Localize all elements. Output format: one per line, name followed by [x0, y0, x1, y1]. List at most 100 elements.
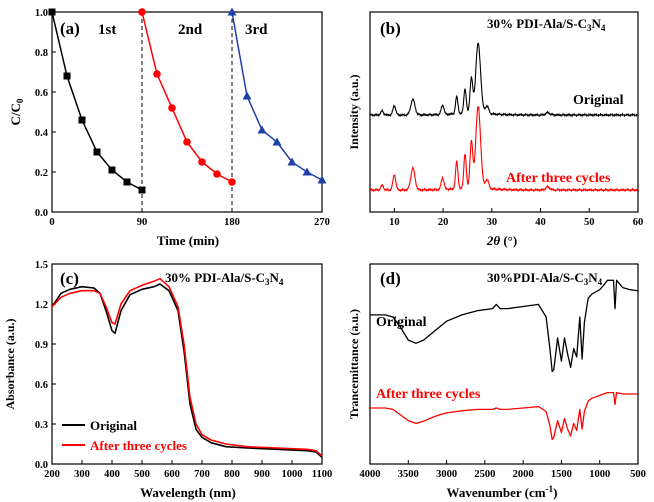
chart-title-d-n: N: [588, 270, 598, 285]
uv-vis-spectrum-0: [51, 283, 323, 458]
data-point: [123, 178, 131, 186]
x-tick-label: 3000: [436, 469, 457, 480]
x-axis-label-b-unit: (°): [500, 233, 517, 248]
y-tick-label: 1.0: [35, 8, 48, 19]
x-tick-label: 4000: [360, 469, 381, 480]
panel-label-c: (c): [60, 269, 79, 288]
y-axis-label-a-main: C/C: [8, 103, 23, 125]
y-tick-label: 0.2: [35, 168, 48, 179]
y-axis-label-c: Absorbance (a.u.): [3, 318, 17, 409]
x-tick-label: 60: [633, 217, 644, 228]
x-axis-label-d-main: Wavenumber (cm: [447, 485, 546, 500]
x-tick-label: 40: [535, 217, 546, 228]
chart-title-c-n: N: [270, 270, 280, 285]
x-tick-label: 900: [254, 469, 270, 480]
plot-frame-d: [369, 263, 639, 465]
chart-title-c: 30% PDI-Ala/S-C3N4: [165, 270, 284, 287]
series-name-2nd: 2nd: [178, 22, 203, 38]
plot-area-b: [369, 42, 639, 193]
chart-title-b-main: 30% PDI-Ala/S-C: [487, 16, 587, 31]
x-tick-label: 500: [134, 469, 150, 480]
xrd-pattern-0: [369, 42, 638, 118]
plot-area-c: [51, 277, 323, 458]
y-tick-label: 0.8: [35, 48, 48, 59]
data-point: [153, 70, 161, 78]
x-tick-label: 1000: [282, 469, 303, 480]
x-tick-label: 20: [438, 217, 449, 228]
ticks-b: 10 20 30 40 50 60: [389, 208, 643, 228]
legend-original-c: Original: [90, 418, 137, 433]
x-tick-label: 400: [104, 469, 120, 480]
x-axis-label-d-end: ): [553, 485, 557, 500]
data-point: [63, 72, 71, 80]
chart-title-d-sub1: 3: [584, 277, 589, 287]
panel-d: (d) 30%PDI-Ala/S-C3N4 Original After thr…: [347, 263, 646, 500]
x-tick-label: 500: [630, 469, 646, 480]
x-tick-label: 2500: [474, 469, 495, 480]
x-tick-label: 10: [389, 217, 400, 228]
y-tick-label: 1.5: [35, 260, 48, 271]
x-tick-label: 180: [224, 217, 240, 228]
data-point: [287, 157, 297, 166]
ticks-d: 4000 3500 3000 2500 2000 1500 1000 500: [360, 460, 646, 480]
x-tick-label: 50: [584, 217, 595, 228]
x-tick-label: 1500: [551, 469, 572, 480]
chart-title-b-sub2: 4: [601, 23, 606, 33]
x-tick-label: 3500: [398, 469, 419, 480]
chart-title-d: 30%PDI-Ala/S-C3N4: [487, 270, 603, 287]
legend-after-c: After three cycles: [90, 438, 187, 453]
y-tick-label: 1.2: [35, 300, 48, 311]
plot-frame-a: [51, 11, 323, 213]
y-tick-label: 0.0: [35, 460, 48, 471]
data-point: [198, 158, 206, 166]
data-point: [317, 175, 327, 184]
y-tick-label: 0.3: [35, 420, 48, 431]
y-axis-label-b: Intensity (a.u.): [347, 74, 361, 149]
x-tick-label: 2000: [513, 469, 534, 480]
chart-title-b-n: N: [592, 16, 602, 31]
panel-b: (b) 30% PDI-Ala/S-C3N4 Original After th…: [347, 11, 643, 248]
x-axis-label-b: 2θ (°): [486, 233, 517, 248]
data-point: [168, 104, 176, 112]
chart-title-b: 30% PDI-Ala/S-C3N4: [487, 16, 606, 33]
chart-title-d-main: 30%PDI-Ala/S-C: [487, 270, 584, 285]
x-tick-label: 800: [224, 469, 240, 480]
data-point: [242, 91, 252, 100]
panel-c: (c) 30% PDI-Ala/S-C3N4 Original After th…: [3, 260, 332, 500]
data-point: [138, 186, 146, 194]
chart-title-c-sub1: 3: [265, 277, 270, 287]
uv-vis-spectrum-1: [51, 277, 323, 457]
series-name-3rd: 3rd: [245, 22, 268, 38]
x-tick-label: 30: [487, 217, 498, 228]
y-axis-label-a: C/C0: [8, 98, 25, 125]
plot-frame-c: [51, 263, 323, 465]
ftir-spectrum-1: [370, 391, 638, 441]
data-point: [183, 138, 191, 146]
x-tick-label: 90: [137, 217, 148, 228]
x-tick-label: 0: [49, 217, 54, 228]
x-tick-label: 1100: [312, 469, 332, 480]
data-point: [227, 7, 237, 16]
x-tick-label: 200: [44, 469, 60, 480]
ticks-c: 200 300 400 500 600 700 800 900 1000 1100 0.0 0.3 0.…: [35, 260, 332, 480]
xrd-pattern-1: [369, 105, 639, 193]
panel-label-a: (a): [60, 19, 80, 38]
y-tick-label: 0.0: [35, 208, 48, 219]
ftir-spectrum-0: [370, 279, 639, 373]
x-tick-label: 300: [74, 469, 90, 480]
data-point: [48, 8, 56, 16]
y-axis-label-a-sub: 0: [15, 98, 25, 103]
chart-title-c-main: 30% PDI-Ala/S-C: [165, 270, 265, 285]
panel-a: (a) 1st 2nd 3rd Time (min) C/C0 0 90 180 27…: [8, 7, 330, 248]
series-line-1st: [51, 11, 143, 191]
data-point: [302, 167, 312, 176]
data-point: [213, 170, 221, 178]
y-tick-label: 0.9: [35, 340, 48, 351]
legend-after-d: After three cycles: [376, 387, 481, 402]
chart-title-d-sub2: 4: [598, 277, 603, 287]
chart-title-b-sub1: 3: [587, 23, 592, 33]
x-axis-label-a: Time (min): [157, 233, 219, 248]
x-axis-label-c: Wavelength (nm): [140, 485, 236, 500]
panel-label-d: (d): [380, 269, 401, 288]
